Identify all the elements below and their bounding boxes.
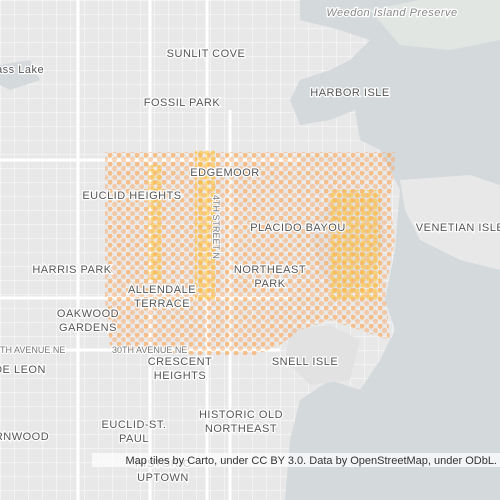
- place-label: NORTHEAST: [205, 423, 277, 435]
- place-label: EDGEMOOR: [190, 167, 259, 179]
- lake: [0, 60, 40, 90]
- place-label: PAUL: [119, 433, 149, 445]
- preserve-label: Weedon Island Preserve: [326, 7, 457, 19]
- snell-isle: [285, 325, 360, 385]
- place-label: HARRIS PARK: [32, 264, 111, 276]
- place-label: VENETIAN ISLE: [416, 222, 500, 234]
- place-label: ALLENDALE: [128, 284, 196, 296]
- place-label: HISTORIC OLD: [199, 409, 283, 421]
- road-label: TH AVENUE NE: [0, 345, 65, 355]
- place-label: TERRACE: [134, 298, 190, 310]
- point-cluster: [105, 152, 395, 355]
- place-label: PLACIDO BAYOU: [250, 222, 346, 234]
- place-label: FOSSIL PARK: [144, 97, 221, 109]
- island: [400, 175, 500, 270]
- place-label: PARK: [254, 278, 285, 290]
- place-label: RNWOOD: [0, 431, 49, 443]
- place-label: CRESCENT: [148, 356, 213, 368]
- preserve-land: [370, 0, 500, 50]
- place-label: DE LEON: [0, 364, 46, 376]
- place-label: SUNLIT COVE: [167, 48, 246, 60]
- place-label: EUCLID HEIGHTS: [82, 190, 181, 202]
- place-label: rass Lake: [0, 64, 44, 76]
- place-label: SNELL ISLE: [272, 356, 338, 368]
- place-label: HARBOR ISLE: [310, 87, 389, 99]
- attribution-bg: [92, 453, 500, 467]
- water: [285, 0, 500, 500]
- place-label: HEIGHTS: [154, 370, 206, 382]
- place-label: UPTOWN: [137, 472, 189, 484]
- place-label: OAKWOOD: [57, 308, 119, 320]
- point-cluster-dense: [148, 150, 380, 300]
- attribution: Map tiles by Carto, under CC BY 3.0. Dat…: [125, 455, 497, 467]
- place-label: GARDENS: [59, 322, 117, 334]
- place-label: NORTHEAST: [234, 264, 306, 276]
- place-label: EUCLID-ST.: [102, 419, 167, 431]
- road-label: 4TH STREET N: [211, 195, 221, 259]
- road-label: 30TH AVENUE NE: [112, 345, 187, 355]
